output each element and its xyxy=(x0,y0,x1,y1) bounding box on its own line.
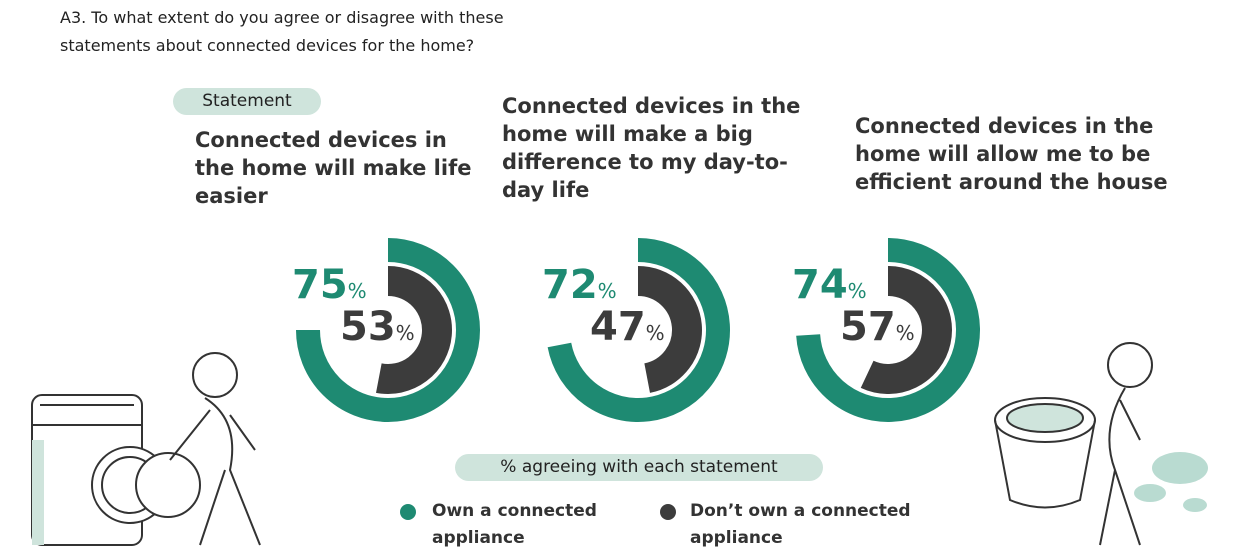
illustration xyxy=(31,342,1153,546)
value-label: 57% xyxy=(840,304,915,350)
statement-tag: Statement xyxy=(173,88,321,115)
subtitle: % agreeing with each statement xyxy=(455,454,823,481)
statement-title: Connected devices in the home will make … xyxy=(502,94,801,202)
legend-label: Don’t own a connected appliance xyxy=(690,501,911,548)
value-label: 47% xyxy=(590,304,665,350)
bubbles xyxy=(1134,452,1208,512)
arc xyxy=(637,266,702,393)
arc xyxy=(796,238,980,422)
statement-title: Connected devices in the home will make … xyxy=(195,128,472,208)
legend-marker xyxy=(400,504,416,520)
arc xyxy=(376,266,452,394)
arc xyxy=(860,266,952,394)
value-label: 72% xyxy=(542,262,617,308)
value-label: 75% xyxy=(292,262,367,308)
legend-label: Own a connected appliance xyxy=(432,501,597,548)
value-label: 74% xyxy=(792,262,867,308)
legend-marker xyxy=(660,504,676,520)
value-label: 53% xyxy=(340,304,415,350)
question: A3. To what extent do you agree or disag… xyxy=(60,8,504,55)
statement-title: Connected devices in the home will allow… xyxy=(855,114,1168,194)
arc xyxy=(547,238,730,422)
arc xyxy=(296,238,480,422)
